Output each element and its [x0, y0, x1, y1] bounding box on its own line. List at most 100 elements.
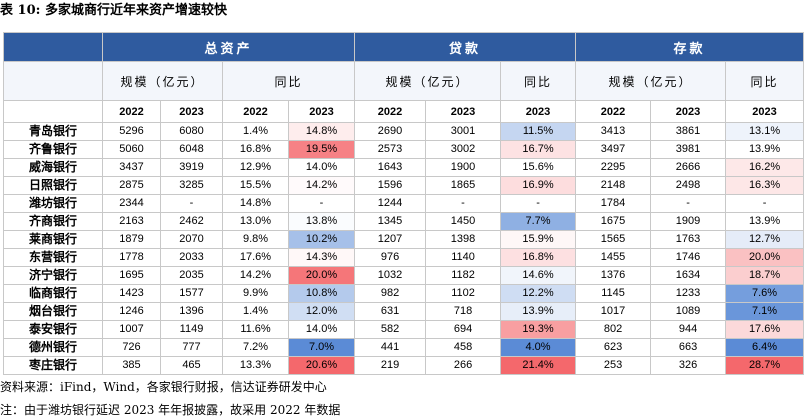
total-assets-2022-cell: 726 [102, 338, 161, 357]
total-assets-yoy-2023-cell: 14.8% [287, 122, 356, 141]
year-header: 2022 [102, 100, 161, 123]
total-assets-yoy-2022-cell: 13.0% [222, 212, 289, 231]
bank-name: 临商银行 [3, 284, 103, 303]
source-note: 资料来源：iFind，Wind，各家银行财报，信达证券研发中心 [0, 380, 327, 394]
group-header-total-assets: 总资产 [101, 32, 356, 62]
total-assets-2023-cell: 2033 [160, 248, 223, 267]
total-assets-2023-cell: 6048 [160, 140, 223, 159]
bank-name: 日照银行 [3, 176, 103, 195]
total-assets-yoy-2023-cell: 10.2% [287, 230, 356, 249]
subheader-loans-scale: 规模（亿元） [354, 61, 502, 101]
table-row: 东营银行 1778 2033 17.6% 14.3% 976 1140 16.8% 1455 17… [3, 248, 805, 267]
total-assets-yoy-2022-cell: 12.9% [222, 158, 289, 177]
deposits-2023-cell: 326 [650, 356, 727, 375]
deposits-yoy-2023-cell: 16.2% [725, 158, 805, 177]
loans-2023-cell: 1140 [425, 248, 502, 267]
bank-name: 威海银行 [3, 158, 103, 177]
total-assets-yoy-2022-cell: 9.9% [222, 284, 289, 303]
table-row: 日照银行 2875 3285 15.5% 14.2% 1596 1865 16.9% 2148 2… [3, 176, 805, 195]
deposits-yoy-2023-cell: 18.7% [725, 266, 805, 285]
loans-2022-cell: 1244 [354, 194, 427, 213]
table-caption: 表 10: 多家城商行近年来资产增速较快 [0, 3, 227, 18]
deposits-yoy-2023-cell: 13.9% [725, 212, 805, 231]
total-assets-yoy-2023-cell: 12.0% [287, 302, 356, 321]
loans-yoy-2023-cell: 4.0% [500, 338, 577, 357]
loans-yoy-2023-cell: 16.8% [500, 248, 577, 267]
total-assets-yoy-2023-cell: 19.5% [287, 140, 356, 159]
loans-2023-cell: 718 [425, 302, 502, 321]
total-assets-2023-cell: - [160, 194, 223, 213]
deposits-yoy-2023-cell: 17.6% [725, 320, 805, 339]
total-assets-2022-cell: 1695 [102, 266, 161, 285]
loans-2023-cell: 694 [425, 320, 502, 339]
deposits-2022-cell: 2148 [575, 176, 652, 195]
loans-yoy-2023-cell: 11.5% [500, 122, 577, 141]
bank-name: 青岛银行 [3, 122, 103, 141]
total-assets-2022-cell: 3437 [102, 158, 161, 177]
total-assets-yoy-2022-cell: 13.3% [222, 356, 289, 375]
deposits-2022-cell: 802 [575, 320, 652, 339]
loans-2023-cell: 266 [425, 356, 502, 375]
loans-2022-cell: 631 [354, 302, 427, 321]
total-assets-2022-cell: 5296 [102, 122, 161, 141]
year-header: 2022 [222, 100, 289, 123]
total-assets-yoy-2023-cell: 7.0% [287, 338, 356, 357]
total-assets-2022-cell: 1879 [102, 230, 161, 249]
table-row: 青岛银行 5296 6080 1.4% 14.8% 2690 3001 11.5% 3413 38… [3, 122, 805, 141]
deposits-yoy-2023-cell: 7.1% [725, 302, 805, 321]
year-header: 2023 [425, 100, 502, 123]
bank-growth-table: 总资产 贷款 存款 规模（亿元） 同比 规模（亿元） 同比 规模（亿元） 同比 … [3, 32, 805, 375]
total-assets-2023-cell: 1577 [160, 284, 223, 303]
deposits-2022-cell: 2295 [575, 158, 652, 177]
deposits-2023-cell: 1746 [650, 248, 727, 267]
deposits-2022-cell: 1784 [575, 194, 652, 213]
total-assets-2023-cell: 6080 [160, 122, 223, 141]
deposits-yoy-2023-cell: 28.7% [725, 356, 805, 375]
year-header: 2023 [500, 100, 577, 123]
total-assets-yoy-2022-cell: 16.8% [222, 140, 289, 159]
loans-2022-cell: 1643 [354, 158, 427, 177]
loans-yoy-2023-cell: 15.6% [500, 158, 577, 177]
total-assets-yoy-2022-cell: 17.6% [222, 248, 289, 267]
year-header: 2023 [287, 100, 356, 123]
bank-name: 东营银行 [3, 248, 103, 267]
loans-2022-cell: 1207 [354, 230, 427, 249]
loans-2022-cell: 582 [354, 320, 427, 339]
total-assets-yoy-2023-cell: 10.8% [287, 284, 356, 303]
total-assets-yoy-2023-cell: 14.0% [287, 320, 356, 339]
total-assets-2022-cell: 2875 [102, 176, 161, 195]
loans-yoy-2023-cell: 7.7% [500, 212, 577, 231]
bank-name: 德州银行 [3, 338, 103, 357]
deposits-yoy-2023-cell: - [725, 194, 805, 213]
total-assets-yoy-2023-cell: 20.6% [287, 356, 356, 375]
loans-yoy-2023-cell: 15.9% [500, 230, 577, 249]
deposits-2023-cell: 1634 [650, 266, 727, 285]
loans-2022-cell: 219 [354, 356, 427, 375]
total-assets-yoy-2022-cell: 1.4% [222, 302, 289, 321]
group-header-deposits: 存款 [575, 32, 805, 62]
total-assets-2023-cell: 2070 [160, 230, 223, 249]
total-assets-2022-cell: 1007 [102, 320, 161, 339]
deposits-2023-cell: 3861 [650, 122, 727, 141]
total-assets-yoy-2022-cell: 9.8% [222, 230, 289, 249]
total-assets-yoy-2023-cell: 14.3% [287, 248, 356, 267]
loans-2022-cell: 2690 [354, 122, 427, 141]
loans-2023-cell: 1450 [425, 212, 502, 231]
table-row: 泰安银行 1007 1149 11.6% 14.0% 582 694 19.3% 802 944 1… [3, 320, 805, 339]
deposits-yoy-2023-cell: 12.7% [725, 230, 805, 249]
loans-2022-cell: 982 [354, 284, 427, 303]
total-assets-2023-cell: 1149 [160, 320, 223, 339]
group-header-loans: 贷款 [354, 32, 577, 62]
table-row: 济宁银行 1695 2035 14.2% 20.0% 1032 1182 14.6% 1376 1… [3, 266, 805, 285]
loans-2023-cell: 3002 [425, 140, 502, 159]
total-assets-2022-cell: 385 [102, 356, 161, 375]
year-header: 2022 [575, 100, 652, 123]
deposits-2023-cell: 3981 [650, 140, 727, 159]
year-header: 2023 [160, 100, 223, 123]
table-row: 潍坊银行 2344-14.8% -1244- -1784- - [3, 194, 805, 213]
table-row: 齐鲁银行 5060 6048 16.8% 19.5% 2573 3002 16.7% 3497 3… [3, 140, 805, 159]
bank-name: 济宁银行 [3, 266, 103, 285]
total-assets-2022-cell: 1423 [102, 284, 161, 303]
deposits-2023-cell: 1089 [650, 302, 727, 321]
deposits-2022-cell: 3413 [575, 122, 652, 141]
